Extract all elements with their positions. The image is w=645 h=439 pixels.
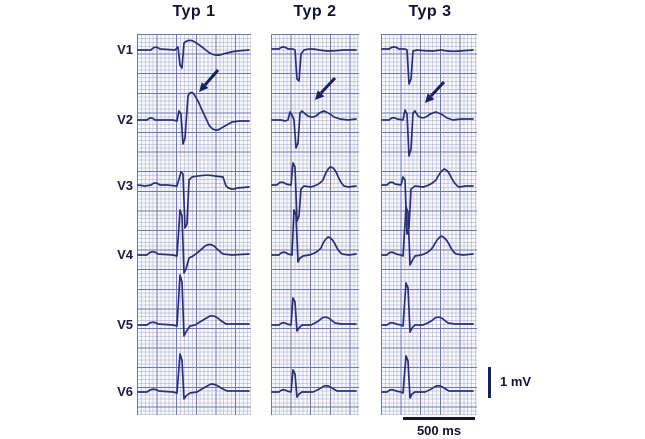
ecg-traces-svg <box>137 39 250 400</box>
ecg-trace-v2 <box>137 91 250 145</box>
lead-label-v1: V1 <box>117 42 133 57</box>
ecg-trace-v6 <box>381 355 474 399</box>
ecg-traces-svg <box>271 46 357 398</box>
ecg-trace-v6 <box>137 353 250 400</box>
lead-label-v6: V6 <box>117 384 133 399</box>
column-title-typ2: Typ 2 <box>293 3 337 20</box>
ecg-trace-v3 <box>381 168 474 235</box>
lead-label-v3: V3 <box>117 178 133 193</box>
voltage-scale-label: 1 mV <box>500 374 532 389</box>
ecg-trace-v1 <box>137 39 250 69</box>
ecg-trace-v5 <box>271 297 357 332</box>
st-elevation-arrow-head-icon <box>425 93 435 103</box>
st-elevation-arrow-shaft <box>319 76 337 95</box>
ecg-trace-v2 <box>381 109 474 157</box>
ecg-trace-v4 <box>137 209 250 274</box>
st-elevation-arrow-shaft <box>429 80 446 98</box>
lead-label-v4: V4 <box>117 247 133 262</box>
ecg-panel-typ2 <box>271 34 359 415</box>
time-scale-bar <box>403 417 475 420</box>
voltage-scale-bar <box>488 367 491 398</box>
ecg-trace-v3 <box>137 171 250 229</box>
ecg-trace-v3 <box>271 162 357 222</box>
ecg-trace-v6 <box>271 369 357 398</box>
st-elevation-arrow-head-icon <box>199 82 209 92</box>
ecg-trace-v5 <box>137 274 250 337</box>
ecg-trace-v2 <box>271 110 357 149</box>
st-elevation-arrow-head-icon <box>315 90 325 100</box>
ecg-panel-typ1 <box>137 34 251 415</box>
lead-label-v2: V2 <box>117 112 133 127</box>
ecg-trace-v5 <box>381 282 474 333</box>
ecg-traces-svg <box>381 46 474 399</box>
column-title-typ3: Typ 3 <box>408 3 452 20</box>
column-title-typ1: Typ 1 <box>172 3 216 20</box>
ecg-trace-v4 <box>271 209 357 263</box>
lead-label-v5: V5 <box>117 317 133 332</box>
ecg-trace-v4 <box>381 206 474 266</box>
ecg-panel-typ3 <box>381 34 477 415</box>
time-scale-label: 500 ms <box>416 423 462 438</box>
ecg-trace-v1 <box>271 46 357 82</box>
st-elevation-arrow-shaft <box>203 69 220 86</box>
ecg-trace-v1 <box>381 46 474 85</box>
